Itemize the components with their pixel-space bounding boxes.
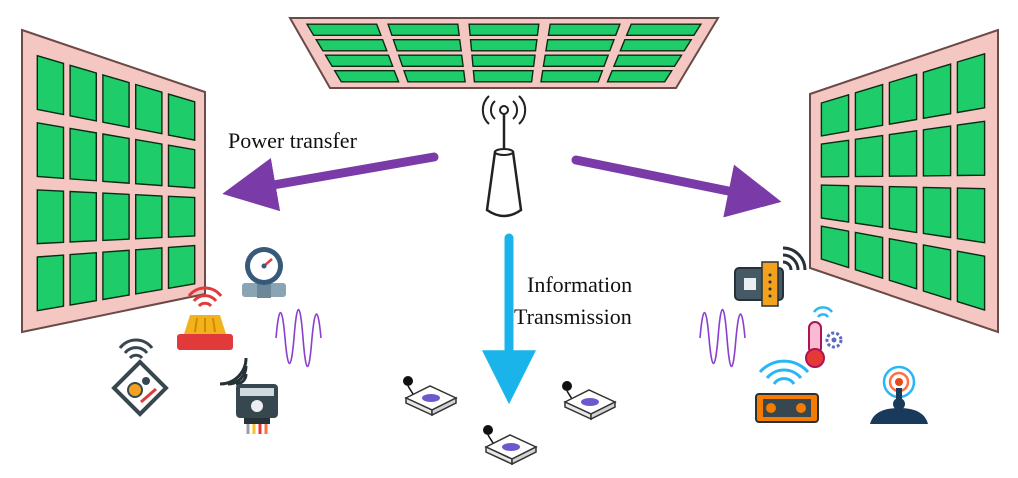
panel-right-element [888, 73, 918, 126]
panel-ceiling-element [547, 23, 621, 36]
cellular-tower-icon [481, 95, 527, 218]
panel-right-element [820, 184, 850, 223]
panel-left-element [134, 193, 163, 240]
power-transfer-label: Power transfer [228, 128, 357, 153]
sensor-tag-icon [483, 425, 538, 466]
panel-right-element [854, 231, 884, 280]
panel-ceiling-element [397, 54, 464, 68]
panel-left-element [36, 254, 65, 312]
panel-ceiling [288, 17, 720, 89]
panel-left-element [36, 121, 65, 180]
panel-ceiling-element [472, 69, 534, 83]
wireless-switch-icon [734, 246, 807, 307]
panel-left-element [36, 189, 65, 245]
panel-right-element [956, 52, 986, 114]
panel-ceiling-element [403, 69, 466, 83]
panel-left-element [69, 127, 98, 182]
sensor-tag-icon [403, 376, 458, 417]
panel-right-element [956, 250, 986, 312]
panel-right-element [854, 134, 884, 178]
temperature-sensor-icon [805, 306, 843, 368]
panel-ceiling-elements [305, 23, 703, 83]
information-transmission-label-line1: Information [527, 272, 633, 297]
signal-wave-left [275, 309, 322, 367]
panel-ceiling-element [540, 69, 604, 83]
panel-left-element [167, 244, 196, 290]
panel-ceiling-element [314, 39, 388, 52]
panel-left-element [167, 93, 196, 141]
panel-right-element [820, 93, 850, 137]
smart-meter-icon [219, 357, 278, 434]
panel-right-element [922, 186, 952, 239]
panel-right-element [956, 187, 986, 244]
panel-left-element [102, 73, 130, 129]
panel-left [21, 28, 206, 334]
information-transmission-label-line2: Transmission [514, 304, 632, 329]
pressure-gauge-icon [242, 247, 286, 298]
panel-left-element [134, 247, 163, 295]
panel-left-element [102, 249, 130, 301]
panel-left-element [167, 195, 196, 238]
panel-right-element [854, 185, 884, 229]
panel-ceiling-element [542, 54, 610, 68]
broadcast-antenna-icon [870, 365, 928, 424]
panel-ceiling-element [612, 54, 683, 68]
panel-left-element [36, 54, 65, 116]
panel-ceiling-element [471, 54, 536, 68]
panel-ceiling-element [324, 54, 394, 68]
panel-left-element [102, 133, 130, 184]
panel-right-element [888, 185, 918, 234]
panel-right-element [888, 237, 918, 290]
panel-left-element [134, 138, 163, 187]
panel-left-elements [36, 54, 196, 312]
panel-ceiling-element [469, 39, 538, 52]
panel-ceiling-element [333, 69, 400, 83]
panel-left-element [69, 190, 98, 243]
panel-ceiling-element [619, 39, 693, 52]
radio-module-icon [755, 359, 819, 423]
power-arrow-right [571, 155, 782, 218]
panel-right-element [820, 139, 850, 178]
panel-ceiling-element [387, 23, 460, 36]
sensor-tag-icon [562, 381, 617, 421]
signal-wave-right [699, 309, 746, 367]
panel-left-element [69, 64, 98, 122]
panel-left-element [69, 251, 98, 306]
panel-right-element [956, 120, 986, 177]
panel-ceiling-element [545, 39, 616, 52]
panel-ceiling-element [625, 23, 703, 36]
power-arrow-left [222, 152, 439, 212]
panel-right-elements [820, 52, 986, 312]
panel-left-element [167, 144, 196, 189]
panel-right-element [820, 225, 850, 269]
smart-controller-icon [111, 338, 169, 417]
panel-right [809, 28, 999, 334]
panel-ceiling-element [305, 23, 382, 36]
panel-left-element [134, 83, 163, 135]
panel-right-element [888, 129, 918, 177]
alarm-light-icon [177, 286, 233, 350]
panel-right-element [922, 125, 952, 177]
panel-ceiling-element [606, 69, 673, 83]
panel-ceiling-element [392, 39, 463, 52]
panel-right-element [922, 244, 952, 301]
panel-left-element [102, 192, 130, 242]
panel-right-element [922, 63, 952, 120]
panel-ceiling-element [468, 23, 540, 36]
panel-right-element [854, 83, 884, 131]
